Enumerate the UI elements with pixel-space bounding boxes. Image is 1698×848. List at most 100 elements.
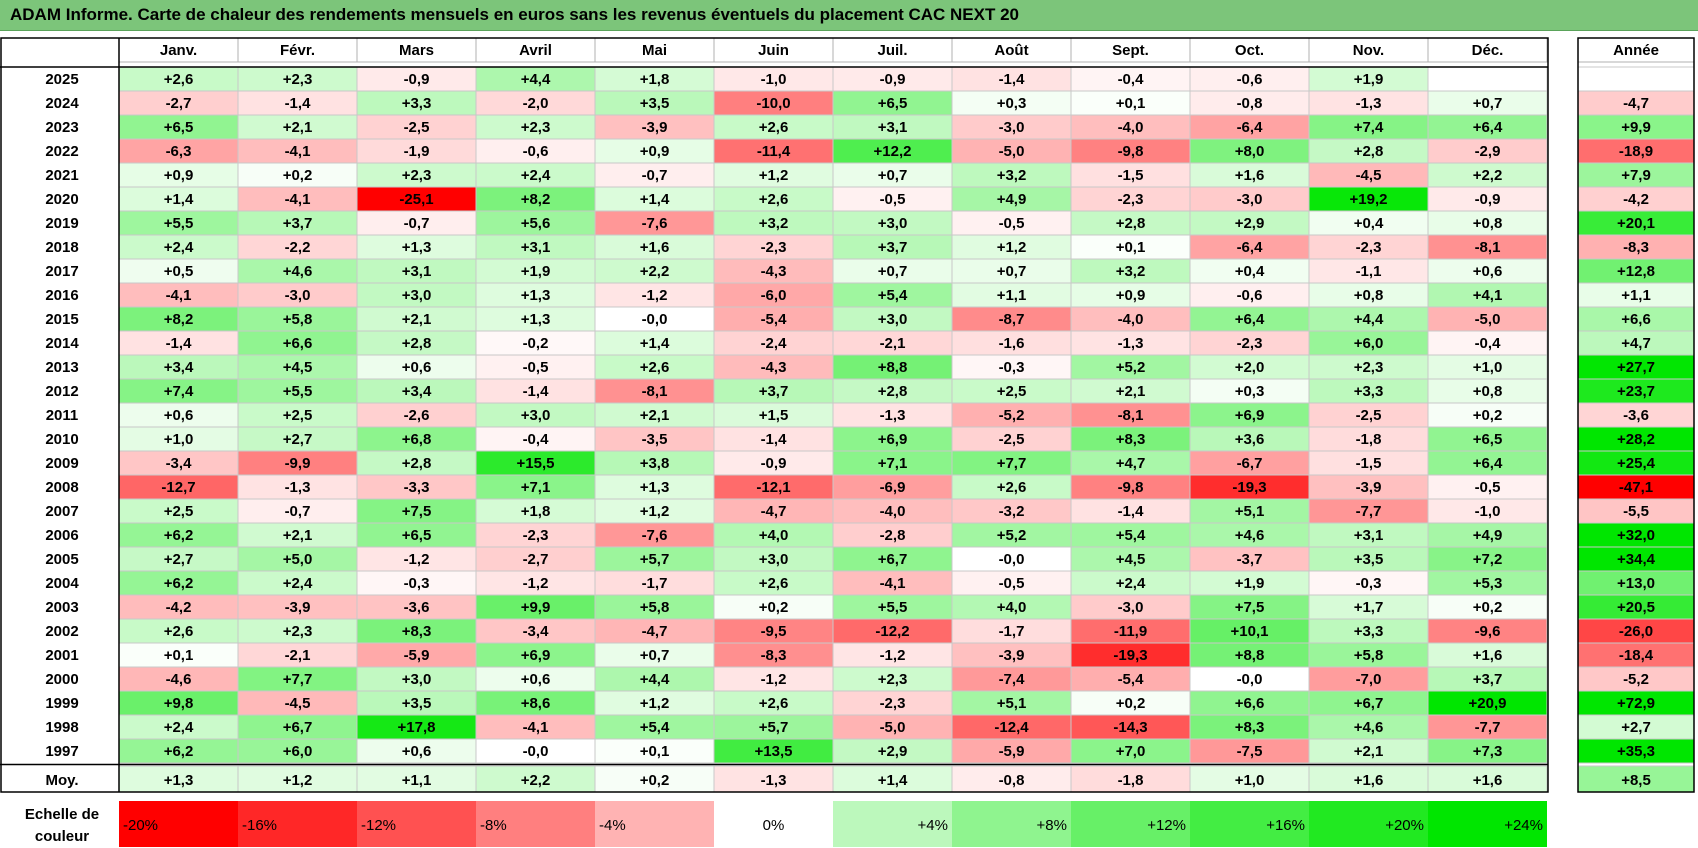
heat-cell (118, 450, 239, 476)
heat-cell-value: +0,3 (1235, 383, 1265, 400)
average-cell (356, 765, 477, 793)
month-header: Mai (642, 42, 667, 59)
heat-cell-value: +3,5 (1354, 551, 1384, 568)
heat-cell-value: -4,6 (166, 671, 192, 688)
average-cell-value: +1,0 (1235, 772, 1265, 789)
heat-cell (1427, 354, 1548, 380)
heat-cell-value: -1,4 (285, 95, 312, 112)
annual-cell-value: -4,7 (1623, 95, 1649, 112)
heat-cell-value: -1,0 (761, 71, 787, 88)
heat-cell-value: +0,7 (640, 647, 670, 664)
heat-cell (594, 498, 715, 524)
scale-swatch (1428, 801, 1547, 847)
heat-cell-value: +2,6 (164, 71, 194, 88)
heat-cell-value: +2,6 (997, 479, 1027, 496)
row-year-label: 2009 (45, 455, 78, 472)
heat-cell (475, 594, 596, 620)
heat-cell-value: +6,8 (402, 431, 432, 448)
row-year-label: 2018 (45, 239, 78, 256)
heat-cell-value: +5,5 (164, 215, 194, 232)
heat-cell (1427, 666, 1548, 692)
heat-cell-value: +10,1 (1231, 623, 1269, 640)
heat-cell (1308, 474, 1429, 500)
heat-cell-value: +2,6 (640, 359, 670, 376)
heat-cell-value: +7,4 (164, 383, 194, 400)
heat-cell (1189, 570, 1310, 596)
heat-cell (475, 282, 596, 308)
heat-cell (237, 450, 358, 476)
heat-cell-value: -3,4 (166, 455, 193, 472)
heat-cell (237, 258, 358, 284)
title-bar: ADAM Informe. Carte de chaleur des rende… (0, 0, 1698, 31)
heat-cell-value: +12,2 (874, 143, 912, 160)
scale-swatch-label: -8% (480, 817, 507, 834)
heat-cell-value: +2,1 (640, 407, 670, 424)
heat-cell-value: +2,7 (164, 551, 194, 568)
row-year-label: 1998 (45, 719, 78, 736)
heat-cell (237, 594, 358, 620)
scale-swatch (1190, 801, 1309, 847)
month-header-cell (118, 37, 239, 63)
heat-cell-value: +7,7 (283, 671, 313, 688)
heat-cell (1427, 258, 1548, 284)
heat-cell-value: +6,7 (283, 719, 313, 736)
heat-cell (951, 114, 1072, 140)
heat-cell (594, 522, 715, 548)
heat-cell (237, 690, 358, 716)
heat-cell-value: +2,8 (402, 455, 432, 472)
heat-cell (118, 330, 239, 356)
heat-cell-value: +0,1 (1116, 239, 1146, 256)
heat-cell-value: +0,5 (164, 263, 194, 280)
heat-cell-value: +1,3 (640, 479, 670, 496)
scale-swatch-label: -12% (361, 817, 396, 834)
heat-cell (356, 498, 477, 524)
heat-cell (237, 66, 358, 92)
heat-cell-value: +2,8 (1354, 143, 1384, 160)
heat-cell-value: -0,6 (523, 143, 549, 160)
heat-cell-value: +2,6 (759, 695, 789, 712)
heat-cell-value: -2,7 (166, 95, 192, 112)
annual-cell-value: +34,4 (1617, 551, 1656, 568)
heat-cell (1308, 498, 1429, 524)
heat-cell-value: -2,7 (523, 551, 549, 568)
heat-cell (594, 234, 715, 260)
heat-cell-value: +1,9 (1354, 71, 1384, 88)
heat-cell (1189, 450, 1310, 476)
annual-cell (1577, 426, 1695, 452)
heat-cell (237, 162, 358, 188)
heat-cell-value: +9,9 (521, 599, 551, 616)
heat-cell (356, 618, 477, 644)
row-year-label: 1997 (45, 743, 78, 760)
annual-table-border (1577, 37, 1695, 793)
heat-cell (475, 618, 596, 644)
heat-cell-value: +8,6 (521, 695, 551, 712)
heat-cell (832, 66, 953, 92)
heat-cell-value: +6,9 (521, 647, 551, 664)
heat-cell-value: -2,5 (1356, 407, 1382, 424)
heat-cell-value: -4,0 (1118, 119, 1144, 136)
heat-cell-value: +19,2 (1350, 191, 1388, 208)
heat-cell (475, 162, 596, 188)
annual-cell (1577, 642, 1695, 668)
heat-cell (1189, 594, 1310, 620)
heat-cell-value: +2,7 (283, 431, 313, 448)
heat-cell-value: +0,7 (997, 263, 1027, 280)
heat-cell (832, 210, 953, 236)
heat-cell-value: -3,6 (404, 599, 430, 616)
heat-cell-value: +1,5 (759, 407, 789, 424)
heat-cell-value: -2,3 (880, 695, 906, 712)
heat-cell-value: +20,9 (1469, 695, 1507, 712)
month-header-cell (1427, 37, 1548, 63)
heat-cell (356, 138, 477, 164)
heat-cell-value: -1,2 (523, 575, 549, 592)
heat-cell (713, 186, 834, 212)
heat-cell (356, 522, 477, 548)
heat-cell-value: +3,3 (402, 95, 432, 112)
annual-cell-value: -47,1 (1619, 479, 1653, 496)
heat-cell (475, 186, 596, 212)
heat-cell-value: -7,6 (642, 215, 668, 232)
scale-swatch (476, 801, 595, 847)
heat-cell (594, 666, 715, 692)
average-cell (1189, 765, 1310, 793)
heat-cell (1189, 114, 1310, 140)
